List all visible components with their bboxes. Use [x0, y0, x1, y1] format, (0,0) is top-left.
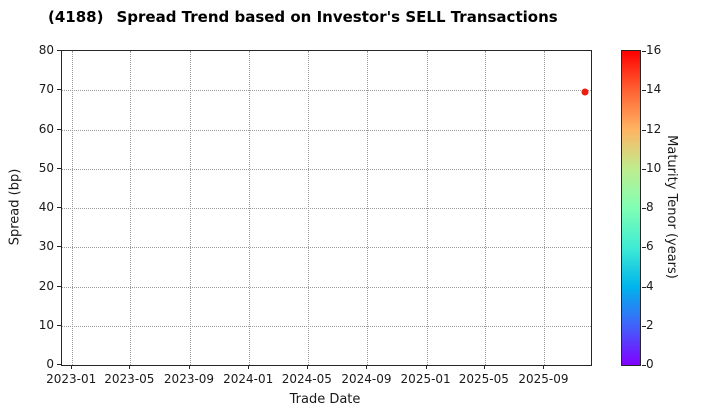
y-tick-label: 80	[38, 43, 54, 57]
colorbar-tick-mark	[642, 129, 646, 131]
y-tick-mark	[57, 167, 61, 169]
y-tick-label: 60	[38, 121, 54, 136]
chart-title: (4188) Spread Trend based on Investor's …	[48, 8, 558, 26]
x-gridline	[484, 51, 486, 365]
x-tick-mark	[366, 365, 368, 369]
x-tick-mark	[71, 365, 73, 369]
x-gridline	[249, 51, 251, 365]
colorbar-tick-label: 4	[646, 278, 654, 293]
colorbar-tick-label: 0	[646, 357, 654, 371]
y-gridline	[62, 129, 591, 131]
y-tick-label: 0	[46, 357, 54, 371]
y-tick-mark	[57, 207, 61, 208]
colorbar-tick-mark	[642, 51, 646, 52]
x-tick-label: 2024-01	[223, 372, 274, 386]
x-tick-label: 2025-05	[458, 372, 509, 386]
y-gridline	[62, 168, 591, 170]
colorbar-tick-mark	[642, 90, 646, 92]
x-tick-mark	[189, 365, 190, 369]
ticker-code: (4188)	[48, 8, 104, 26]
y-tick-mark	[57, 246, 61, 248]
x-tick-label: 2023-01	[46, 372, 97, 386]
colorbar-tick-mark	[642, 168, 646, 170]
y-gridline	[62, 247, 591, 249]
x-axis-label: Trade Date	[289, 392, 361, 407]
y-gridline	[62, 90, 591, 92]
x-tick-label: 2024-05	[281, 372, 332, 386]
data-point	[581, 88, 589, 96]
plot-area	[61, 50, 592, 366]
y-tick-label: 30	[38, 239, 54, 254]
x-tick-mark	[248, 365, 250, 369]
chart-title-text: Spread Trend based on Investor's SELL Tr…	[116, 8, 558, 26]
x-gridline	[367, 51, 369, 365]
y-gridline	[62, 325, 591, 327]
x-tick-label: 2023-05	[104, 372, 155, 386]
colorbar-tick-mark	[642, 365, 646, 366]
y-gridline	[62, 286, 591, 288]
y-tick-label: 70	[38, 82, 54, 97]
colorbar-tick-label: 6	[646, 239, 654, 254]
x-tick-mark	[306, 365, 308, 369]
x-gridline	[190, 51, 191, 365]
x-gridline	[72, 51, 74, 365]
x-tick-label: 2025-09	[518, 372, 569, 386]
y-tick-mark	[57, 128, 61, 130]
x-tick-mark	[543, 365, 545, 369]
colorbar-tick-label: 12	[646, 121, 662, 136]
x-tick-mark	[129, 365, 131, 369]
x-tick-mark	[483, 365, 485, 369]
colorbar-tick-mark	[642, 208, 646, 209]
colorbar-tick-label: 10	[646, 160, 662, 175]
y-tick-label: 10	[38, 317, 54, 332]
y-gridline	[62, 208, 591, 209]
y-tick-mark	[57, 285, 61, 287]
colorbar-tick-mark	[642, 325, 646, 327]
y-tick-mark	[57, 50, 61, 51]
colorbar	[621, 50, 646, 366]
y-tick-mark	[57, 364, 61, 365]
x-tick-label: 2024-09	[341, 372, 392, 386]
x-gridline	[307, 51, 309, 365]
x-gridline	[544, 51, 546, 365]
x-gridline	[426, 51, 428, 365]
colorbar-tick-label: 16	[646, 43, 662, 57]
colorbar-label: Maturity Tenor (years)	[664, 135, 679, 279]
x-tick-mark	[425, 365, 427, 369]
y-tick-label: 20	[38, 278, 54, 293]
colorbar-tick-mark	[642, 286, 646, 288]
colorbar-tick-label: 2	[646, 317, 654, 332]
y-tick-mark	[57, 324, 61, 326]
y-tick-label: 40	[38, 200, 54, 214]
x-tick-label: 2023-09	[163, 372, 215, 386]
x-gridline	[130, 51, 132, 365]
colorbar-tick-mark	[642, 247, 646, 249]
colorbar-tick-label: 14	[646, 82, 662, 97]
colorbar-tick-label: 8	[646, 200, 654, 214]
y-tick-mark	[57, 89, 61, 91]
x-tick-label: 2025-01	[400, 372, 451, 386]
y-tick-label: 50	[38, 160, 54, 175]
